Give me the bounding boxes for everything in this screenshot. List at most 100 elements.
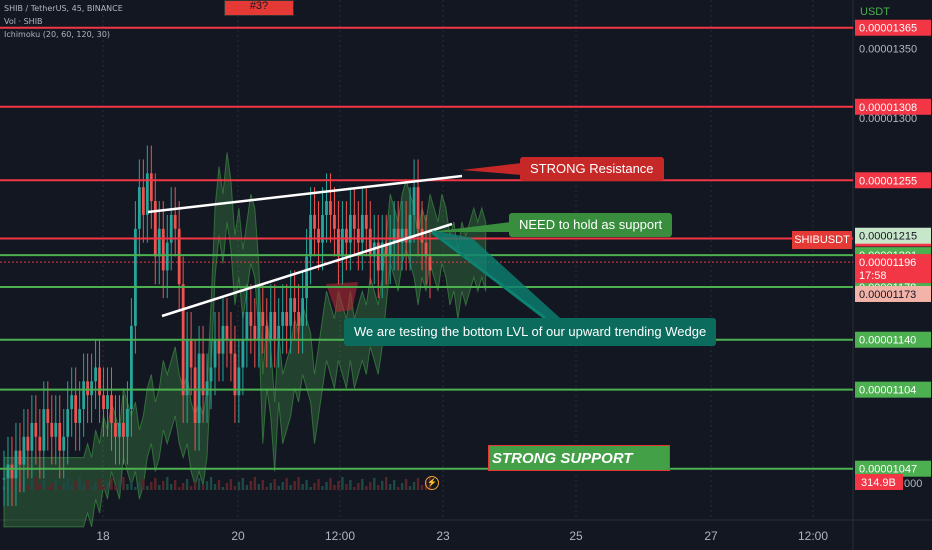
- volume-bar: [26, 485, 30, 490]
- level-label: 0.00001104: [859, 385, 916, 397]
- price-badge-label: 0.00001215: [859, 231, 917, 243]
- candle-body: [54, 422, 58, 437]
- candle-body: [329, 201, 332, 215]
- candle-body: [141, 187, 145, 215]
- volume-bar: [329, 478, 332, 490]
- candle-body: [90, 381, 93, 396]
- wedge-pointer-fill: [432, 230, 560, 318]
- candle-body: [145, 173, 149, 215]
- candle-body: [309, 214, 312, 257]
- candle-body: [225, 325, 229, 340]
- strong-support-box[interactable]: STRONG SUPPORT: [488, 445, 670, 471]
- volume-bar: [205, 481, 209, 490]
- volume-bar: [297, 477, 300, 490]
- candle-body: [281, 312, 285, 326]
- level-label-bg: [855, 98, 931, 115]
- volume-bar: [50, 483, 53, 490]
- candle-body: [22, 436, 26, 465]
- candle-body: [400, 228, 404, 243]
- volume-bar: [281, 482, 284, 490]
- volume-bar: [333, 485, 336, 490]
- candle-body: [277, 325, 281, 340]
- candle-body: [301, 298, 304, 326]
- candle-body: [416, 187, 420, 229]
- symbol-title[interactable]: SHIB / TetherUS, 45, BINANCE: [4, 4, 123, 13]
- volume-bar: [400, 483, 404, 490]
- volume-bar: [221, 487, 225, 490]
- candle-body: [313, 214, 316, 229]
- volume-bar: [265, 487, 268, 490]
- volume-bar: [269, 483, 272, 490]
- volume-bar: [369, 482, 372, 490]
- volume-bar: [38, 484, 42, 490]
- candle-body: [30, 422, 34, 451]
- volume-bar: [142, 479, 145, 490]
- candle-body: [102, 395, 105, 410]
- candle-body: [273, 312, 277, 340]
- volume-bar: [138, 483, 141, 490]
- candle-body: [297, 312, 301, 326]
- candle-body: [118, 422, 121, 437]
- currency-label: USDT: [860, 6, 890, 18]
- candle-body: [38, 436, 42, 451]
- candle-body: [388, 242, 392, 257]
- volume-bar: [30, 481, 34, 490]
- strong-resistance-note[interactable]: STRONG Resistance: [520, 157, 664, 181]
- ichimoku-red-cloud: [326, 282, 358, 312]
- wedge-pointer: [431, 230, 546, 320]
- volume-bar: [241, 478, 245, 490]
- candle-body: [173, 214, 177, 229]
- time-tick: 12:00: [325, 529, 355, 543]
- candle-body: [122, 422, 125, 437]
- volume-bar: [197, 478, 201, 490]
- volume-bar: [106, 482, 109, 490]
- candle-body: [325, 201, 328, 215]
- candle-body: [289, 298, 293, 326]
- volume-legend[interactable]: Vol · SHIB: [4, 17, 43, 26]
- candle-body: [205, 381, 209, 396]
- ichimoku-legend[interactable]: Ichimoku (20, 60, 120, 30): [4, 30, 111, 39]
- candle-body: [50, 422, 54, 437]
- volume-bar: [166, 477, 169, 490]
- volume-bar: [154, 478, 157, 490]
- candle-body: [193, 367, 197, 423]
- volume-bar: [345, 484, 348, 490]
- candle-body: [217, 339, 221, 354]
- hold-support-note[interactable]: NEED to hold as support: [509, 213, 673, 237]
- volume-bar: [377, 485, 380, 490]
- volume-bar: [285, 478, 288, 490]
- volume-bar: [62, 482, 65, 490]
- price-badge-bg: [855, 285, 931, 302]
- volume-bar: [46, 487, 49, 490]
- candle-body: [344, 228, 348, 243]
- volume-bar: [102, 486, 105, 490]
- volume-bar: [349, 480, 352, 490]
- level-label-bg: [855, 172, 931, 189]
- wedge-note[interactable]: We are testing the bottom LVL of our upw…: [344, 318, 717, 346]
- volume-bar: [213, 484, 217, 490]
- time-tick: 23: [436, 529, 450, 543]
- candle-body: [428, 256, 432, 271]
- candle-body: [137, 187, 141, 229]
- candle-body: [305, 256, 308, 299]
- candle-body: [408, 214, 412, 243]
- candle-body: [237, 367, 241, 396]
- level-label-bg: [855, 19, 931, 36]
- lightning-icon[interactable]: ⚡: [425, 476, 439, 490]
- candle-body: [157, 228, 161, 257]
- candle-body: [356, 228, 360, 243]
- candle-body: [321, 214, 324, 243]
- volume-bar: [201, 485, 205, 490]
- candle-body: [257, 312, 261, 340]
- candle-body: [2, 478, 6, 480]
- volume-bar: [158, 485, 161, 490]
- volume-bar: [118, 481, 121, 490]
- candle-body: [62, 436, 66, 451]
- time-tick: 18: [96, 529, 110, 543]
- candle-body: [337, 228, 340, 257]
- volume-bar: [98, 479, 101, 490]
- volume-bar: [74, 481, 77, 490]
- volume-bar: [396, 487, 400, 490]
